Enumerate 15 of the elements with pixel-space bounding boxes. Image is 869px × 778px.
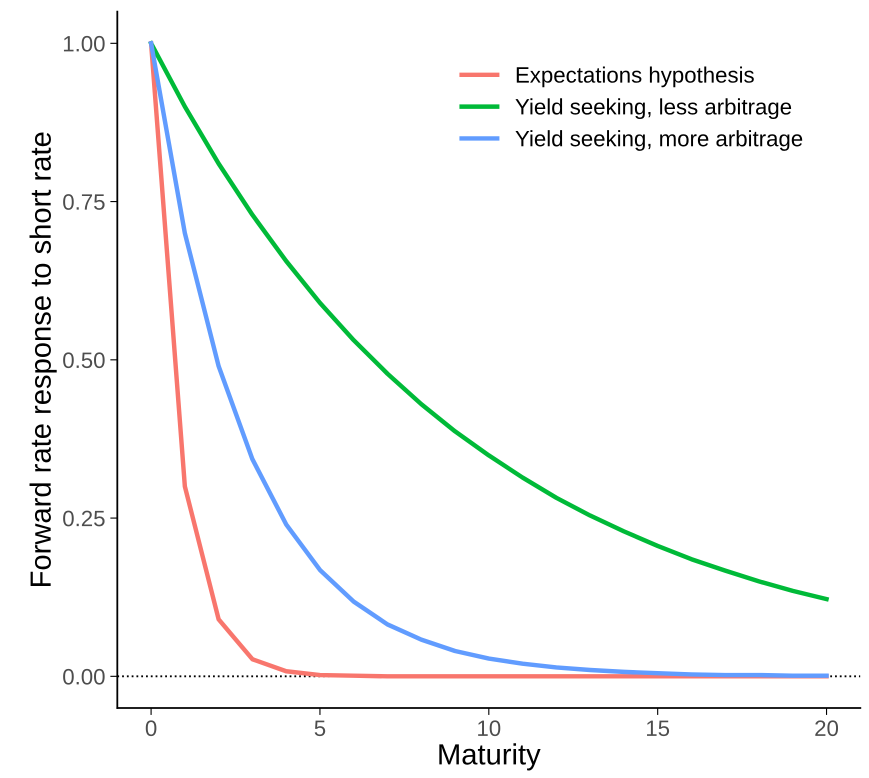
x-tick-label: 15 [647, 720, 670, 736]
legend-label: Expectations hypothesis [516, 66, 754, 88]
x-tick-label: 20 [815, 720, 838, 736]
y-axis-title: Forward rate response to short rate [30, 132, 57, 586]
y-tick-label: 1.00 [64, 36, 105, 52]
x-tick-label: 10 [478, 720, 500, 736]
y-tick-label: 0.75 [63, 194, 105, 210]
y-tick-label: 0.25 [63, 510, 105, 526]
y-tick-label: 0.50 [63, 352, 105, 368]
y-tick-label: 0.00 [63, 668, 105, 685]
x-tick-label: 5 [314, 720, 326, 736]
x-axis-title: Maturity [439, 743, 541, 770]
x-tick-label: 0 [146, 720, 156, 736]
legend-label: Yield seeking, less arbitrage [515, 98, 792, 120]
legend-label: Yield seeking, more arbitrage [515, 130, 802, 151]
